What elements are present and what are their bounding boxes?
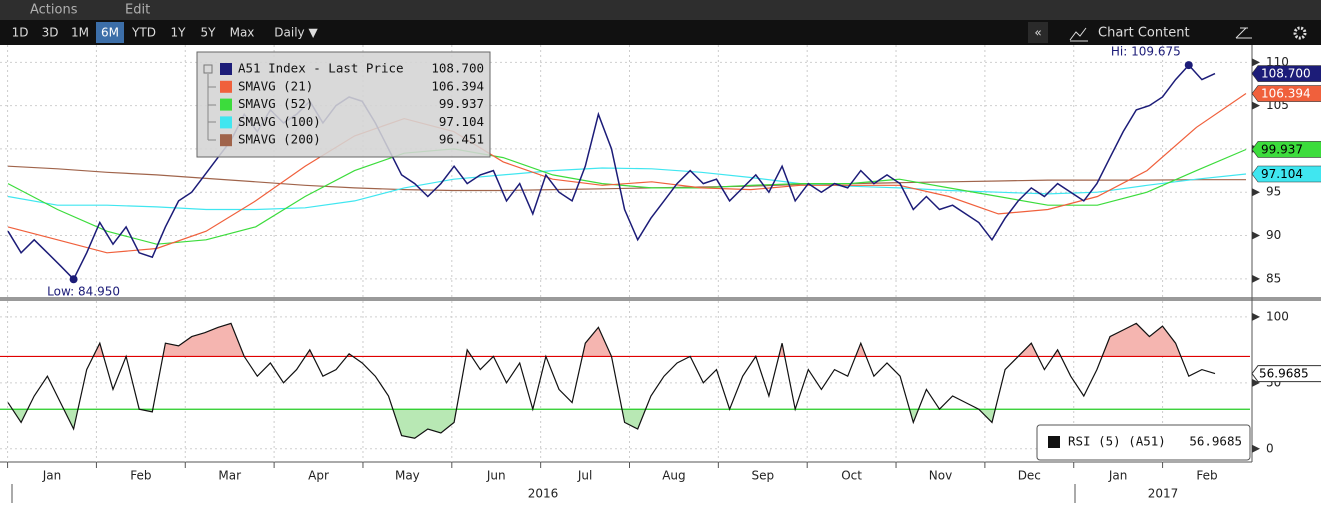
series-line	[7, 165, 1246, 192]
range-button[interactable]: Daily ▼	[274, 26, 318, 40]
range-button[interactable]: 1M	[71, 26, 89, 40]
legend-swatch	[220, 134, 232, 147]
series-line	[7, 148, 1247, 245]
legend-label: SMAVG (52)	[238, 96, 313, 111]
x-tick-label: Jan	[42, 469, 62, 483]
range-button[interactable]: 5Y	[201, 26, 217, 40]
value-tag	[1251, 65, 1321, 82]
x-tick-label: Jul	[577, 469, 592, 483]
legend-swatch	[220, 116, 232, 129]
legend-value: 96.451	[439, 132, 484, 147]
range-button[interactable]: YTD	[131, 26, 156, 40]
range-button[interactable]: Max	[230, 26, 255, 40]
legend-label: SMAVG (21)	[238, 78, 313, 93]
value-tag-label: 108.700	[1261, 67, 1311, 81]
legend-swatch	[220, 80, 232, 93]
y-tick	[1252, 101, 1260, 110]
y-tick	[1252, 378, 1260, 387]
range-selected-bg	[96, 22, 124, 43]
legend-swatch	[220, 98, 232, 111]
legend-label: SMAVG (100)	[238, 114, 321, 129]
x-tick-label: Jan	[1108, 469, 1128, 483]
menu-item[interactable]: Edit	[125, 3, 150, 18]
legend-label: SMAVG (200)	[238, 132, 321, 147]
menu-bar	[0, 0, 1321, 20]
value-tag	[1251, 165, 1321, 183]
value-tag-label: 56.9685	[1259, 367, 1309, 381]
value-tag-label: 97.104	[1261, 167, 1303, 181]
legend-value: 106.394	[431, 78, 484, 93]
y-tick	[1252, 312, 1260, 321]
range-button[interactable]: 1Y	[171, 26, 187, 40]
value-tag	[1251, 365, 1321, 383]
value-tag-label: 99.937	[1261, 142, 1303, 156]
y-tick-label: 100	[1266, 309, 1289, 323]
low-marker	[69, 275, 78, 284]
y-tick	[1252, 274, 1260, 283]
series-line	[7, 93, 1247, 254]
x-tick-label: Feb	[130, 469, 151, 483]
high-annotation: Hi: 109.675	[1111, 45, 1181, 59]
collapse-button[interactable]: «	[1034, 26, 1041, 40]
y-tick-label: 90	[1266, 228, 1281, 242]
y-tick-label: 85	[1266, 271, 1281, 285]
legend-value: 56.9685	[1189, 434, 1242, 449]
high-marker	[1184, 61, 1193, 70]
y-tick	[1252, 231, 1260, 240]
x-tick-label: Nov	[929, 469, 952, 483]
legend-tree	[207, 74, 216, 141]
x-tick-label: Aug	[662, 469, 685, 483]
legend-value: 99.937	[439, 96, 484, 111]
chart-content-icon	[1069, 27, 1088, 42]
legend-label: A51 Index - Last Price	[238, 61, 404, 76]
range-button[interactable]: 3D	[42, 26, 59, 40]
year-label: 2017	[1148, 487, 1179, 501]
settings-icon[interactable]	[1293, 26, 1307, 40]
panel-separator	[0, 297, 1321, 301]
rsi-line	[7, 322, 1216, 439]
edit-icon[interactable]	[1235, 27, 1252, 39]
collapse-bg	[1028, 22, 1048, 43]
legend-swatch	[220, 63, 232, 75]
x-tick-label: Jun	[486, 469, 506, 483]
value-tag	[1251, 85, 1321, 102]
legend-value: 97.104	[439, 114, 484, 129]
x-tick-label: May	[395, 469, 420, 483]
x-tick-label: Oct	[841, 469, 862, 483]
value-tag-label: 106.394	[1261, 87, 1311, 101]
toolbar	[0, 20, 1321, 45]
y-tick	[1252, 444, 1260, 453]
chart-content-button[interactable]: Chart Content	[1098, 26, 1190, 41]
price-plot	[7, 63, 1247, 281]
low-annotation: Low: 84.950	[47, 285, 120, 299]
legend-tree-toggle	[203, 64, 213, 74]
x-tick-label: Feb	[1196, 469, 1217, 483]
year-label: 2016	[528, 487, 559, 501]
range-button[interactable]: 6M	[101, 26, 119, 40]
x-tick-label: Dec	[1018, 469, 1041, 483]
y-tick-label: 0	[1266, 441, 1274, 455]
rsi-legend-box	[1036, 424, 1251, 461]
menu-item[interactable]: Actions	[30, 3, 78, 18]
range-button[interactable]: 1D	[12, 26, 29, 40]
x-tick-label: Mar	[218, 469, 241, 483]
legend-label: RSI (5) (A51)	[1068, 434, 1166, 449]
value-tag	[1251, 141, 1321, 158]
x-tick-label: Sep	[751, 469, 774, 483]
y-tick	[1252, 58, 1260, 67]
legend-value: 108.700	[431, 61, 484, 76]
x-tick-label: Apr	[308, 469, 329, 483]
y-tick-label: 95	[1266, 185, 1281, 199]
legend-swatch	[1048, 436, 1060, 448]
legend-box	[196, 51, 491, 158]
y-tick	[1252, 188, 1260, 197]
series-line	[7, 63, 1216, 281]
